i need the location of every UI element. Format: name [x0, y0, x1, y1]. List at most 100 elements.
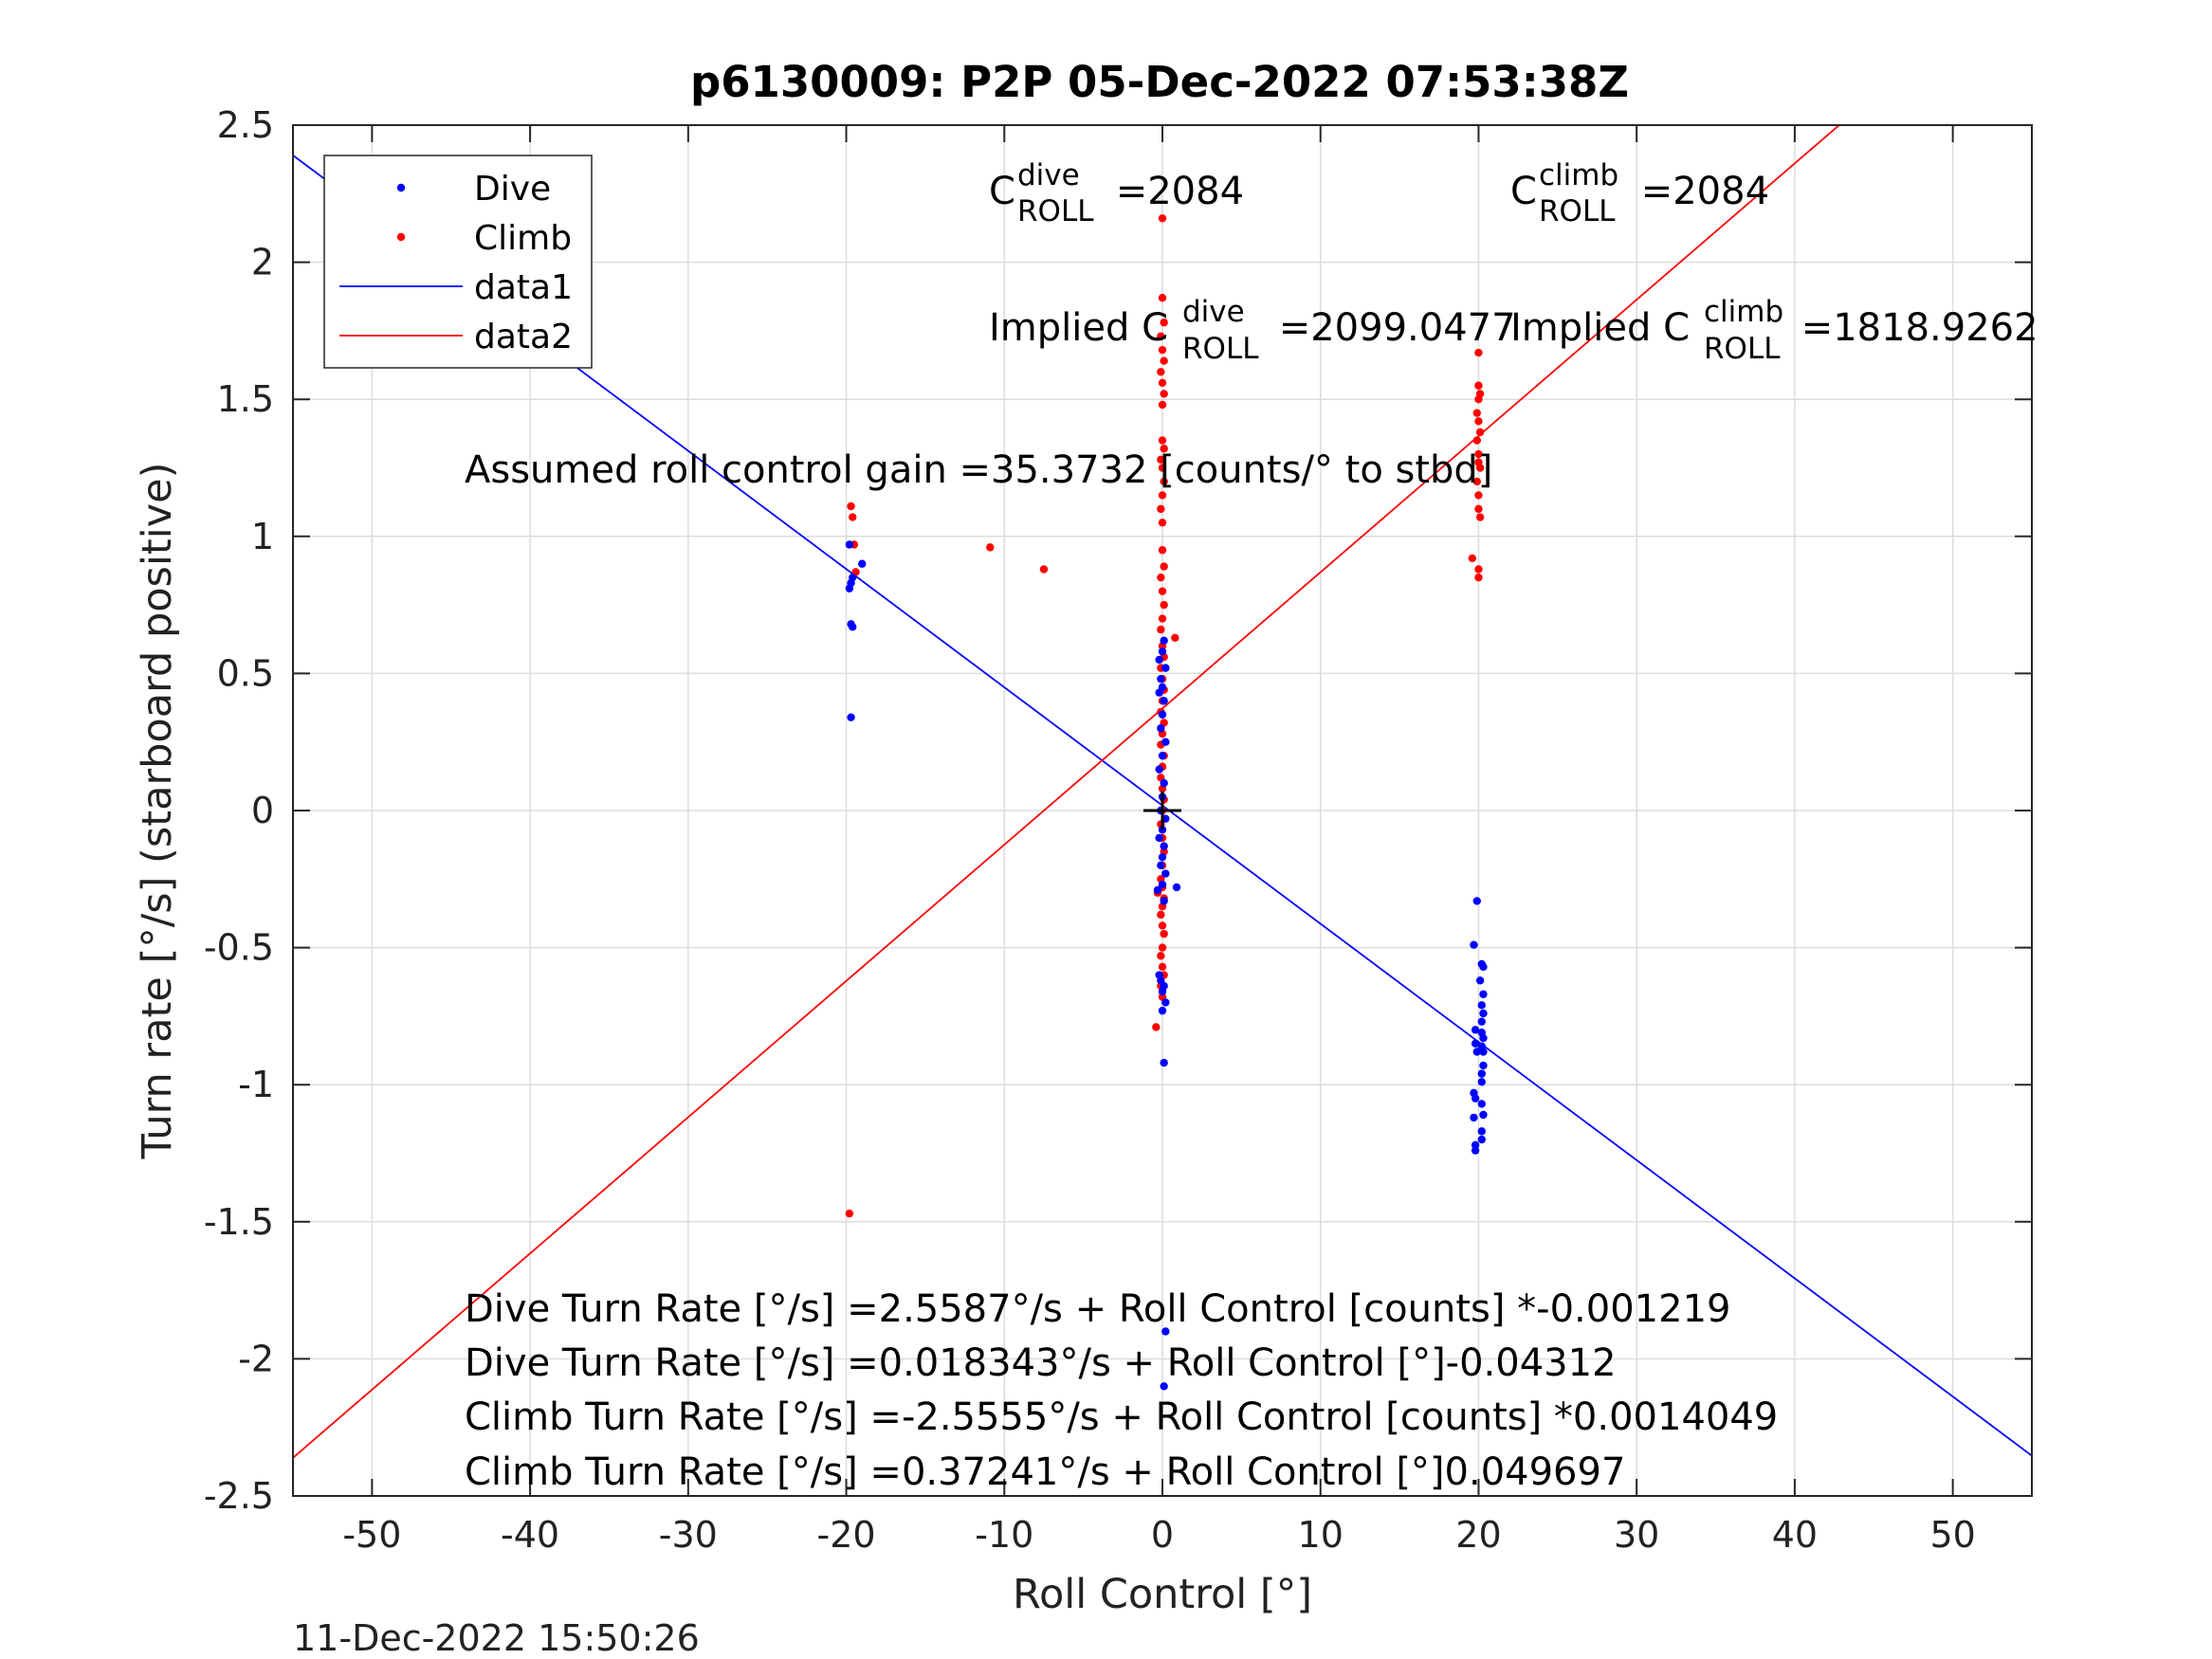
dive-point [1479, 1033, 1488, 1043]
x-tick-label: -30 [659, 1514, 718, 1556]
implied-climb-sub: ROLL [1704, 332, 1781, 366]
climb-point [1472, 436, 1481, 445]
dive-point [1160, 1382, 1168, 1391]
climb-point [849, 513, 857, 521]
implied-dive-annotation: Implied C dive ROLL =2099.0477 [989, 295, 1516, 366]
c-dive-sup: dive [1017, 158, 1080, 192]
dive-point [1161, 1327, 1170, 1336]
dive-point [1477, 1135, 1486, 1144]
dive-point [1477, 1017, 1486, 1026]
climb-point [1472, 409, 1481, 417]
dive-point [1155, 765, 1163, 774]
dive-point [1157, 724, 1165, 733]
climb-point [1158, 546, 1167, 555]
x-tick-label: -40 [501, 1514, 559, 1556]
y-tick-label: -0.5 [204, 927, 274, 969]
dive-point [1479, 962, 1488, 972]
y-tick-label: 0.5 [217, 652, 274, 694]
dive-point [1158, 826, 1167, 834]
y-tick-label: 2.5 [217, 104, 274, 146]
dive-point [1157, 861, 1165, 870]
dive-point [1471, 1094, 1480, 1103]
climb-point [1160, 319, 1168, 327]
dive-point [1477, 1100, 1486, 1108]
dive-point [1161, 738, 1170, 746]
climb-point [1472, 477, 1481, 486]
dive-point [1155, 833, 1163, 843]
legend: Dive Climb data1 data2 [323, 155, 593, 369]
dive-point [1471, 1140, 1480, 1150]
implied-dive-base: Implied C [989, 306, 1168, 350]
dive-point [1160, 778, 1168, 788]
dive-point [1471, 1039, 1480, 1048]
climb-point [1475, 513, 1485, 521]
climb-point [845, 1209, 854, 1218]
dive-point [1160, 842, 1168, 850]
climb-point [1157, 952, 1165, 960]
dive-point [1471, 1146, 1480, 1155]
timestamp: 11-Dec-2022 15:50:26 [293, 1617, 700, 1659]
x-tick-label: -50 [342, 1514, 401, 1556]
climb-point [986, 543, 995, 552]
dive-point [1155, 655, 1163, 665]
dive-equation-counts: Dive Turn Rate [°/s] =2.5587°/s + Roll C… [465, 1287, 1730, 1331]
climb-point [1474, 381, 1483, 390]
dive-point [845, 540, 854, 549]
dive-point [1161, 998, 1170, 1007]
climb-point [1474, 565, 1483, 574]
climb-point [1160, 562, 1168, 571]
data-points [845, 214, 1488, 1391]
climb-point [1158, 464, 1167, 472]
legend-marker-climb [396, 232, 406, 242]
x-tick-label: 30 [1614, 1514, 1659, 1556]
legend-label-data1: data1 [474, 268, 573, 307]
c-climb-base: C [1510, 170, 1537, 213]
climb-point [1158, 614, 1167, 623]
dive-point [1470, 1113, 1478, 1122]
legend-items: Dive Climb data1 data2 [339, 170, 573, 356]
dive-point [1479, 1061, 1488, 1070]
chart-title: p6130009: P2P 05-Dec-2022 07:53:38Z [690, 57, 1629, 107]
dive-point [1158, 852, 1167, 862]
dive-point [1172, 883, 1181, 892]
c-dive-value: =2084 [1104, 170, 1244, 213]
x-tick-label: -20 [817, 1514, 876, 1556]
dive-point [1470, 940, 1478, 949]
dive-point [1472, 1048, 1481, 1056]
y-tick-label: -1.5 [204, 1201, 274, 1243]
climb-point [1160, 390, 1168, 398]
implied-climb-base: Implied C [1510, 306, 1690, 350]
climb-point [1158, 378, 1167, 388]
y-tick-label: 1 [251, 516, 274, 557]
climb-point [1160, 356, 1168, 365]
climb-point [1160, 445, 1168, 453]
dive-point [1160, 636, 1168, 645]
climb-point [1158, 519, 1167, 527]
y-tick-label: -2 [238, 1338, 274, 1379]
dive-point [1161, 664, 1170, 672]
dive-point [1479, 1110, 1488, 1120]
climb-point [1474, 449, 1483, 459]
climb-point [1158, 921, 1167, 930]
climb-point [1158, 400, 1167, 410]
c-climb-annotation: C climb ROLL =2084 [1510, 158, 1769, 228]
dive-point [1158, 751, 1167, 760]
legend-label-dive: Dive [474, 170, 551, 209]
x-tick-label: -10 [975, 1514, 1033, 1556]
dive-point [845, 584, 854, 592]
climb-point [1158, 962, 1167, 972]
implied-climb-value: =1818.9262 [1789, 306, 2038, 350]
climb-point [1171, 633, 1179, 643]
climb-point [1152, 1023, 1161, 1031]
dive-point [1479, 1009, 1488, 1018]
climb-point [1474, 417, 1483, 426]
climb-point [1158, 943, 1167, 952]
climb-point [1039, 565, 1049, 574]
dive-point [849, 623, 857, 631]
dive-point [1153, 885, 1162, 895]
dive-point [1161, 869, 1170, 878]
dive-point [1158, 647, 1167, 656]
c-dive-base: C [989, 170, 1015, 213]
dive-point [1472, 897, 1481, 905]
y-tick-label: 0 [251, 790, 274, 831]
